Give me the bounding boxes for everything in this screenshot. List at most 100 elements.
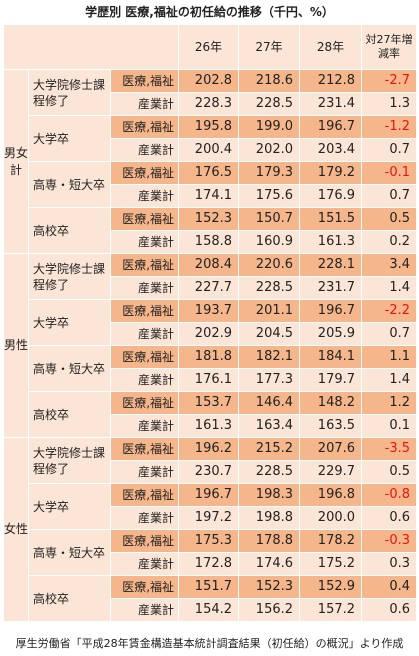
salary-value: 150.7: [238, 207, 301, 231]
industry-label: 産業計: [109, 598, 180, 622]
table-row: 産業計 197.2 198.8 200.0 0.6: [4, 506, 418, 530]
salary-value: 231.7: [299, 276, 363, 300]
table-row: 高校卒 医療,福祉 152.3 150.7 151.5 0.5: [4, 207, 418, 254]
change-rate-value: 3.4: [361, 253, 418, 277]
industry-label: 産業計: [109, 184, 180, 208]
salary-table: 26年 27年 28年 対27年増減率 男女計 大学院修士課程修了 医療,福祉 202…: [2, 24, 418, 622]
salary-value: 179.3: [238, 161, 301, 185]
education-label: 高専・短大卒: [28, 345, 111, 392]
change-rate-value: 0.4: [361, 575, 418, 599]
salary-value: 176.1: [178, 368, 240, 392]
change-rate-value: 0.5: [361, 207, 418, 231]
salary-value: 154.2: [178, 598, 240, 622]
salary-value: 196.2: [178, 437, 240, 461]
salary-value: 174.1: [178, 184, 240, 208]
industry-label: 医療,福祉: [109, 161, 180, 185]
salary-value: 228.5: [238, 276, 301, 300]
salary-value: 176.9: [299, 184, 363, 208]
salary-value: 202.0: [238, 138, 301, 162]
table-title: 学歴別 医療,福祉の初任給の推移（千円、%）: [85, 5, 334, 19]
salary-value: 151.5: [299, 207, 363, 231]
industry-label: 産業計: [109, 92, 180, 116]
salary-value: 178.2: [299, 529, 363, 553]
education-label: 高専・短大卒: [28, 529, 111, 576]
salary-value: 215.2: [238, 437, 301, 461]
industry-label: 医療,福祉: [109, 299, 180, 323]
salary-value: 196.8: [299, 483, 363, 507]
table-row: 産業計 202.9 204.5 205.9 0.7: [4, 322, 418, 346]
table-row: 男性 大学院修士課程修了 医療,福祉 208.4 220.6 228.1 3.4: [3, 253, 418, 438]
salary-value: 200.0: [299, 506, 363, 530]
industry-label: 産業計: [109, 276, 180, 300]
salary-value: 228.3: [178, 92, 240, 116]
table-row: 高専・短大卒 医療,福祉 181.8 182.1 184.1 1.1: [4, 345, 418, 392]
change-rate-value: -0.1: [361, 161, 418, 185]
table-row: 産業計 161.3 163.4 163.5 0.1: [4, 414, 418, 438]
salary-value: 220.6: [238, 253, 301, 277]
table-row: 産業計 228.3 228.5 231.4 1.3: [4, 92, 418, 116]
change-rate-value: 0.5: [361, 460, 418, 484]
salary-value: 218.6: [238, 69, 301, 93]
industry-label: 医療,福祉: [109, 575, 180, 599]
salary-value: 228.5: [238, 92, 301, 116]
salary-value: 175.3: [178, 529, 240, 553]
header-change-rate: 対27年増減率: [361, 24, 418, 70]
salary-value: 160.9: [238, 230, 301, 254]
industry-label: 産業計: [109, 138, 180, 162]
change-rate-value: 0.6: [361, 598, 418, 622]
salary-value: 207.6: [299, 437, 363, 461]
change-rate-value: -3.5: [361, 437, 418, 461]
header-corner: [2, 24, 180, 70]
change-rate-value: 0.6: [361, 506, 418, 530]
salary-value: 153.7: [178, 391, 240, 415]
change-rate-value: -0.3: [361, 529, 418, 553]
table-row: 産業計 227.7 228.5 231.7 1.4: [4, 276, 418, 300]
salary-value: 230.7: [178, 460, 240, 484]
salary-value: 161.3: [299, 230, 363, 254]
group-label: 男性: [3, 253, 29, 438]
salary-value: 197.2: [178, 506, 240, 530]
salary-value: 229.7: [299, 460, 363, 484]
group-label: 男女計: [3, 69, 29, 254]
salary-value: 161.3: [178, 414, 240, 438]
salary-value: 163.4: [238, 414, 301, 438]
salary-value: 179.7: [299, 368, 363, 392]
table-row: 大学卒 医療,福祉 195.8 199.0 196.7 -1.2: [4, 115, 418, 162]
change-rate-value: 0.7: [361, 184, 418, 208]
table-row: 産業計 174.1 175.6 176.9 0.7: [4, 184, 418, 208]
salary-value: 175.2: [299, 552, 363, 576]
salary-value: 228.5: [238, 460, 301, 484]
change-rate-value: -2.7: [361, 69, 418, 93]
education-label: 大学院修士課程修了: [28, 253, 111, 300]
table-row: 高校卒 医療,福祉 153.7 146.4 148.2 1.2: [4, 391, 418, 438]
industry-label: 医療,福祉: [109, 115, 180, 139]
industry-label: 医療,福祉: [109, 391, 180, 415]
salary-value: 198.8: [238, 506, 301, 530]
table-row: 産業計 154.2 156.2 157.2 0.6: [4, 598, 418, 622]
salary-value: 227.7: [178, 276, 240, 300]
header-year-26: 26年: [178, 24, 240, 70]
salary-value: 231.4: [299, 92, 363, 116]
salary-value: 199.0: [238, 115, 301, 139]
salary-value: 181.8: [178, 345, 240, 369]
salary-value: 176.5: [178, 161, 240, 185]
education-label: 大学院修士課程修了: [28, 69, 111, 116]
salary-value: 205.9: [299, 322, 363, 346]
industry-label: 医療,福祉: [109, 483, 180, 507]
table-row: 高専・短大卒 医療,福祉 175.3 178.8 178.2 -0.3: [4, 529, 418, 576]
industry-label: 産業計: [109, 552, 180, 576]
salary-value: 152.3: [178, 207, 240, 231]
change-rate-value: 1.1: [361, 345, 418, 369]
change-rate-value: 0.7: [361, 138, 418, 162]
education-label: 大学卒: [28, 483, 111, 530]
salary-value: 195.8: [178, 115, 240, 139]
salary-value: 151.7: [178, 575, 240, 599]
salary-value: 202.8: [178, 69, 240, 93]
education-label: 高校卒: [28, 575, 111, 622]
change-rate-value: 0.2: [361, 230, 418, 254]
table-row: 大学卒 医療,福祉 193.7 201.1 196.7 -2.2: [4, 299, 418, 346]
salary-value: 204.5: [238, 322, 301, 346]
table-row: 高校卒 医療,福祉 151.7 152.3 152.9 0.4: [4, 575, 418, 622]
education-label: 大学卒: [28, 299, 111, 346]
education-label: 大学卒: [28, 115, 111, 162]
